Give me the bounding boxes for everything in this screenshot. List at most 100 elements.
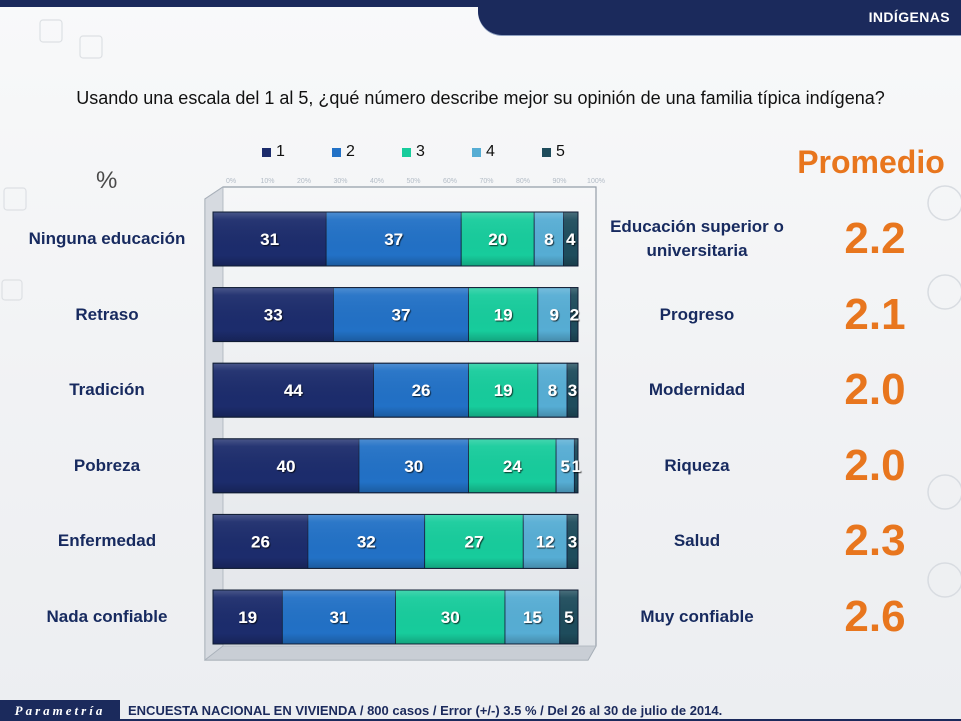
y-axis-label: %: [96, 167, 118, 194]
bar-row: 31 37 20 8 4: [212, 211, 579, 267]
chart-legend: 1 2 3 4 5: [262, 143, 612, 161]
data-label: 3: [568, 381, 577, 400]
data-label: 37: [384, 230, 403, 249]
data-label: 30: [404, 457, 423, 476]
bar-shading: [212, 513, 579, 569]
x-tick-labels: 0% 10% 20% 30% 40% 50% 60% 70% 80% 90% 100%: [226, 178, 605, 185]
x-tick-label: 90%: [552, 178, 566, 185]
x-tick-label: 70%: [479, 178, 493, 185]
data-label: 20: [488, 230, 507, 249]
data-label: 32: [357, 532, 376, 551]
x-tick-label: 10%: [260, 178, 274, 185]
decor-circle: [927, 562, 961, 598]
decor-box: [1, 279, 23, 301]
data-label: 1: [571, 457, 580, 476]
data-label: 40: [277, 457, 296, 476]
average-title: Promedio: [797, 144, 945, 180]
bar-row: 19 31 30 15 5: [212, 589, 579, 645]
legend-swatch: [542, 147, 551, 157]
data-label: 33: [264, 306, 283, 325]
data-label: 15: [523, 608, 542, 627]
category-label-left: Enfermedad: [57, 531, 157, 550]
section-tab-label: INDÍGENAS: [868, 9, 950, 25]
category-label-left: Pobreza: [73, 456, 141, 475]
category-label-left: Retraso: [75, 305, 139, 324]
data-label: 3: [568, 532, 577, 551]
data-label: 37: [392, 306, 411, 325]
legend-item: 5: [542, 143, 612, 161]
footer-rule: [120, 719, 961, 721]
parametria-logo: Parametría: [0, 700, 120, 721]
bar-row: 33 37 19 9 2: [212, 287, 579, 343]
decor-circle: [927, 185, 961, 221]
data-label: 12: [536, 532, 555, 551]
x-tick-label: 20%: [297, 178, 311, 185]
decor-box: [39, 19, 63, 43]
average-value: 2.3: [844, 516, 906, 565]
category-label-right: Modernidad: [648, 380, 746, 399]
bar-shading: [212, 438, 579, 494]
data-label: 27: [465, 532, 484, 551]
data-label: 9: [550, 306, 559, 325]
legend-label: 5: [556, 143, 565, 160]
x-tick-label: 30%: [333, 178, 347, 185]
legend-item: 3: [402, 143, 472, 161]
data-label: 8: [548, 381, 557, 400]
data-label: 4: [566, 230, 576, 249]
section-tab: INDÍGENAS: [478, 0, 961, 35]
chart-floor: [203, 645, 597, 661]
legend-item: 2: [332, 143, 402, 161]
data-label: 5: [560, 457, 569, 476]
watermark-circles: [927, 185, 961, 598]
decor-box: [79, 35, 103, 59]
category-label-left: Tradición: [69, 380, 145, 399]
decor-circle: [927, 274, 961, 310]
average-value: 2.6: [844, 592, 906, 641]
x-tick-label: 80%: [516, 178, 530, 185]
data-label: 19: [494, 381, 513, 400]
bar-shading: [212, 589, 579, 645]
bar-shading: [212, 287, 579, 343]
legend-label: 2: [346, 143, 355, 160]
category-label-left: Ninguna educación: [28, 229, 186, 248]
legend-item: 4: [472, 143, 542, 161]
category-label-right: Progreso: [659, 305, 735, 324]
bar-shading: [212, 362, 579, 418]
x-tick-label: 60%: [443, 178, 457, 185]
x-tick-label: 100%: [587, 178, 605, 185]
legend-label: 4: [486, 143, 495, 160]
x-tick-label: 40%: [370, 178, 384, 185]
average-value: 2.1: [844, 290, 906, 339]
legend-label: 3: [416, 143, 425, 160]
data-label: 31: [260, 230, 279, 249]
data-label: 26: [251, 532, 270, 551]
data-label: 26: [412, 381, 431, 400]
data-label: 19: [494, 306, 513, 325]
average-value: 2.0: [844, 441, 906, 490]
legend-swatch: [332, 147, 341, 157]
decor-box: [3, 187, 27, 211]
legend-item: 1: [262, 143, 332, 161]
data-label: 44: [284, 381, 303, 400]
category-label-left: Nada confiable: [46, 607, 168, 626]
category-label-right: Salud: [673, 531, 721, 550]
data-label: 2: [570, 306, 579, 325]
average-value: 2.0: [844, 365, 906, 414]
legend-swatch: [472, 147, 481, 157]
bar-row: 26 32 27 12 3: [212, 513, 579, 569]
average-value: 2.2: [844, 214, 906, 263]
category-label-right: Educación superior o universitaria: [610, 217, 784, 260]
data-label: 5: [564, 608, 573, 627]
survey-source-note: ENCUESTA NACIONAL EN VIVIENDA / 800 caso…: [128, 703, 723, 718]
x-tick-label: 50%: [406, 178, 420, 185]
decor-circle: [927, 474, 961, 510]
legend-swatch: [402, 147, 411, 157]
x-tick-label: 0%: [226, 178, 236, 185]
bar-row: 40 30 24 5 1: [212, 438, 581, 494]
question-text: Usando una escala del 1 al 5, ¿qué númer…: [76, 88, 885, 108]
watermark-boxes: [1, 19, 103, 301]
data-label: 19: [238, 608, 257, 627]
